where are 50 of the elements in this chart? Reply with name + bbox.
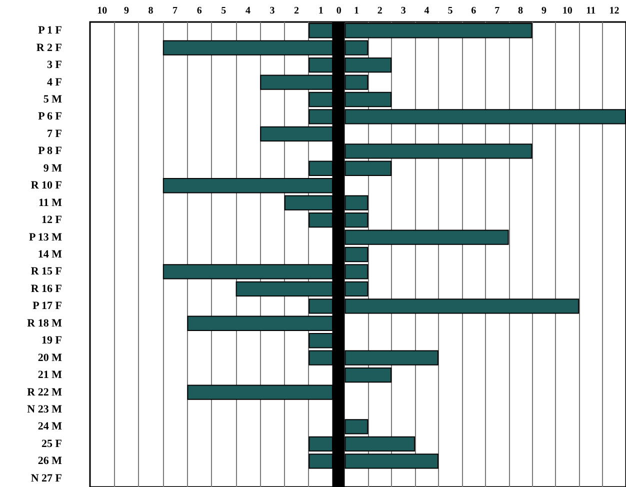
y-tick-label: 9 M [43, 162, 63, 174]
x-tick-label: 1 [354, 6, 359, 16]
x-tick-label: 8 [518, 6, 524, 16]
x-tick-label: 12 [609, 6, 620, 16]
x-tick-label: 8 [148, 6, 154, 16]
y-tick-label: R 15 F [30, 266, 62, 278]
x-tick-label: 3 [270, 6, 275, 16]
y-tick-label: P 1 F [38, 24, 62, 37]
y-tick-label: 19 F [42, 334, 62, 347]
y-tick-label: 20 M [38, 352, 63, 364]
y-tick-label: 4 F [47, 76, 62, 88]
x-tick-label: 3 [400, 6, 406, 16]
y-tick-label: 11 M [38, 196, 63, 209]
y-tick-label: 25 F [42, 438, 62, 450]
y-tick-label: R 18 M [27, 317, 63, 330]
x-tick-label: 4 [245, 6, 250, 16]
y-tick-label: R 2 F [36, 42, 62, 54]
band-label: 0 [336, 6, 342, 16]
x-tick-label: 9 [124, 6, 129, 16]
y-tick-label: 26 M [38, 455, 63, 468]
y-tick-label: 14 M [38, 248, 63, 260]
y-tick-label: P 6 F [38, 110, 62, 123]
x-tick-label: 9 [541, 6, 546, 16]
x-tick-label: 11 [586, 6, 596, 16]
y-tick-label: 5 M [43, 94, 63, 106]
x-tick-label: 4 [424, 6, 430, 16]
x-tick-label: 10 [97, 6, 108, 16]
x-tick-label: 1 [318, 6, 324, 16]
y-tick-label: P 17 F [32, 300, 62, 312]
x-tick-label: 2 [294, 6, 300, 16]
y-tick-label: R 22 M [27, 386, 63, 398]
y-tick-label: R 10 F [30, 180, 62, 192]
y-tick-label: P 13 M [29, 231, 63, 244]
x-tick-label: 6 [471, 6, 476, 16]
y-tick-label: R 16 F [30, 282, 62, 295]
y-tick-label: N 23 M [27, 404, 63, 416]
y-tick-label: P 8 F [38, 145, 62, 158]
y-tick-label: 21 M [38, 369, 63, 382]
y-tick-label: 24 M [38, 420, 63, 433]
x-tick-label: 2 [377, 6, 382, 16]
x-tick-label: 6 [196, 6, 202, 16]
y-tick-label: 7 F [47, 128, 62, 140]
x-tick-label: 5 [448, 6, 453, 16]
x-tick-label: 7 [172, 6, 178, 16]
y-tick-label: 3 F [47, 59, 62, 72]
x-tick-label: 7 [494, 6, 500, 16]
x-tick-label: 10 [562, 6, 572, 16]
y-tick-label: 12 F [42, 214, 62, 226]
x-tick-label: 5 [221, 6, 226, 16]
y-tick-label: N 27 F [30, 472, 62, 484]
